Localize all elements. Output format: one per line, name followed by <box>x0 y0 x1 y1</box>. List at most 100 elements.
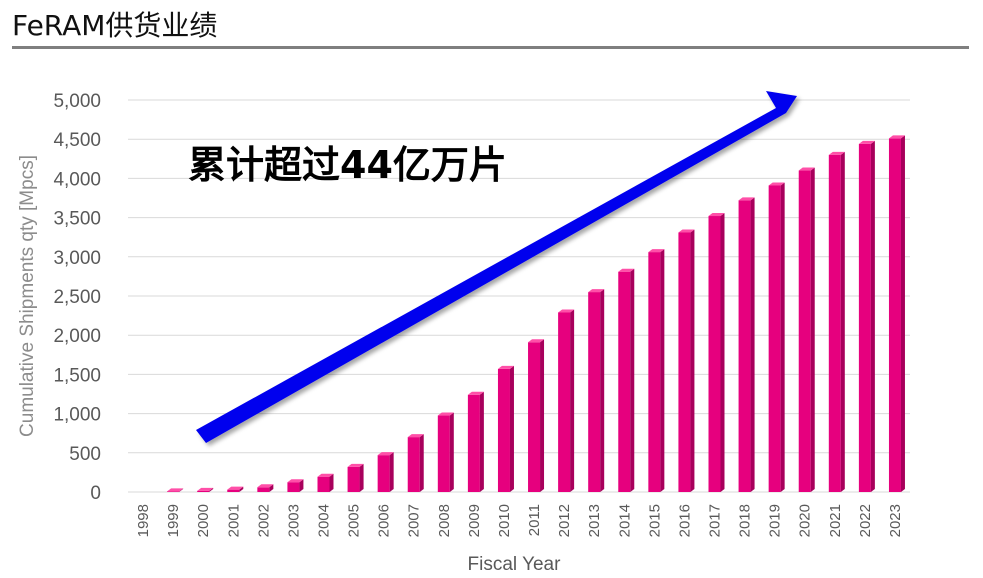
bar-side-2014 <box>630 268 635 492</box>
bar-top-2002 <box>257 484 274 488</box>
bar-2004 <box>317 476 330 492</box>
y-tick-label: 0 <box>90 483 101 504</box>
x-tick-label: 2018 <box>737 504 754 537</box>
title-divider <box>12 46 969 49</box>
y-tick-label: 2,500 <box>53 287 101 308</box>
bar-top-2018 <box>738 197 755 201</box>
x-tick-label: 2021 <box>827 504 844 537</box>
y-tick-label: 500 <box>69 444 101 465</box>
bar-top-2001 <box>227 486 244 490</box>
bar-2012 <box>558 312 571 492</box>
bar-2007 <box>407 437 420 492</box>
bars <box>167 135 905 493</box>
bar-2010 <box>497 368 510 492</box>
bar-2014 <box>618 271 631 492</box>
bar-side-2008 <box>449 412 454 492</box>
x-tick-label: 2002 <box>255 504 272 537</box>
bar-side-2006 <box>389 452 394 492</box>
y-axis-ticks: 0 500 1,000 1,500 2,000 2,500 3,000 3,500 4,000 4… <box>53 91 101 504</box>
bar-top-2015 <box>648 249 665 253</box>
bar-2011 <box>528 342 541 492</box>
bar-2003 <box>287 482 300 492</box>
x-tick-label: 2007 <box>406 504 423 537</box>
bar-side-2023 <box>900 135 905 492</box>
bar-top-2014 <box>618 268 635 272</box>
y-axis-label: Cumulative Shipments qty [Mpcs] <box>17 155 38 437</box>
y-tick-label: 4,000 <box>53 169 101 190</box>
x-tick-label: 2004 <box>316 504 333 537</box>
bar-2016 <box>678 232 691 492</box>
bar-top-2013 <box>588 289 605 293</box>
x-tick-label: 2023 <box>887 504 904 537</box>
bar-top-2000 <box>197 487 214 491</box>
bar-side-2010 <box>509 365 514 492</box>
bar-side-2004 <box>329 473 334 492</box>
x-tick-label: 2013 <box>586 504 603 537</box>
x-tick-label: 2001 <box>225 504 242 537</box>
bar-side-2005 <box>359 463 364 492</box>
bar-2018 <box>738 200 751 493</box>
bar-side-2019 <box>780 182 785 492</box>
bar-side-2002 <box>269 484 274 492</box>
bar-side-2000 <box>209 487 214 492</box>
bar-side-2016 <box>690 229 695 492</box>
x-tick-label: 2015 <box>646 504 663 537</box>
bar-side-2011 <box>540 339 545 492</box>
bar-top-2009 <box>467 391 484 395</box>
bar-top-2021 <box>828 151 845 155</box>
x-tick-label: 2016 <box>676 504 693 537</box>
x-tick-label: 2014 <box>616 504 633 537</box>
bar-top-2023 <box>888 135 905 139</box>
x-tick-label: 2017 <box>707 504 724 537</box>
bar-side-2020 <box>810 167 815 492</box>
bar-2020 <box>798 170 811 492</box>
y-tick-label: 5,000 <box>53 91 101 112</box>
y-tick-label: 3,500 <box>53 209 101 230</box>
bar-2005 <box>347 466 360 492</box>
bar-top-2020 <box>798 167 815 171</box>
x-tick-label: 2019 <box>767 504 784 537</box>
bar-top-2008 <box>437 412 454 416</box>
chart-annotation: 累计超过44亿万片 <box>188 143 507 187</box>
bar-top-2010 <box>497 365 514 369</box>
x-axis-label: Fiscal Year <box>468 554 562 575</box>
bar-top-2005 <box>347 463 364 467</box>
bar-top-1999 <box>167 488 184 492</box>
bar-2008 <box>437 415 450 492</box>
bar-2015 <box>648 252 661 492</box>
bar-2002 <box>257 487 270 492</box>
bar-2017 <box>708 216 721 493</box>
x-tick-label: 2009 <box>466 504 483 537</box>
bar-top-2019 <box>768 182 785 186</box>
bar-2023 <box>888 138 901 492</box>
x-tick-label: 2000 <box>195 504 212 537</box>
bar-top-2003 <box>287 479 304 483</box>
x-tick-label: 2020 <box>797 504 814 537</box>
bar-side-2015 <box>660 249 665 492</box>
x-tick-label: 2006 <box>376 504 393 537</box>
bar-side-2017 <box>720 213 725 493</box>
bar-side-2007 <box>419 434 424 492</box>
bar-2009 <box>467 394 480 492</box>
bar-top-2011 <box>528 339 545 343</box>
bar-side-2003 <box>299 479 304 492</box>
bar-top-2017 <box>708 213 725 217</box>
bar-2006 <box>377 455 390 492</box>
x-tick-label: 1998 <box>135 504 152 537</box>
x-tick-label: 2011 <box>526 504 543 536</box>
bar-side-2013 <box>600 289 605 492</box>
y-tick-label: 4,500 <box>53 130 101 151</box>
x-tick-label: 2003 <box>285 504 302 537</box>
bar-2001 <box>227 489 240 492</box>
bar-top-2012 <box>558 309 575 313</box>
bar-side-2012 <box>570 309 575 492</box>
x-tick-label: 2010 <box>496 504 513 537</box>
bar-2000 <box>197 490 210 492</box>
bar-top-2016 <box>678 229 695 233</box>
bar-side-2009 <box>479 391 484 492</box>
bar-2013 <box>588 292 601 492</box>
x-axis-ticks: 1998 1999 2000 2001 2002 2003 2004 2005 2006 2007… <box>135 504 904 537</box>
bar-side-2018 <box>750 197 755 493</box>
bar-2022 <box>858 143 871 493</box>
